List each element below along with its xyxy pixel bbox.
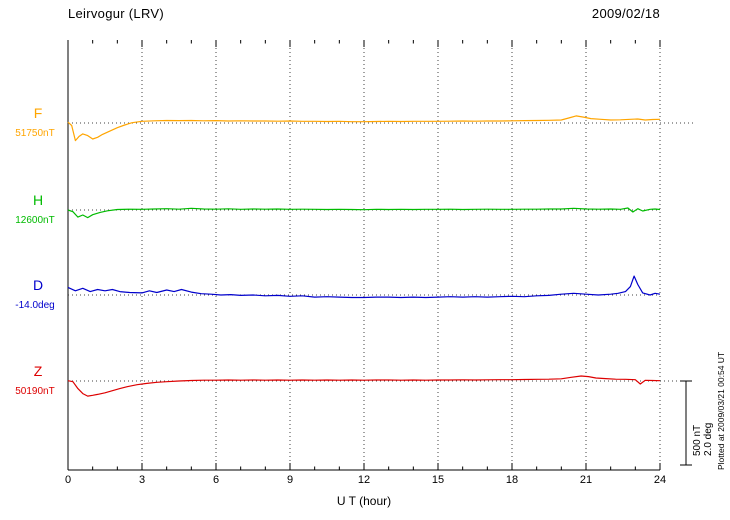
trace-F	[67, 115, 661, 142]
series-letter-H: H	[32, 192, 44, 208]
trace-H	[67, 207, 661, 219]
station-title: Leirvogur (LRV)	[68, 6, 165, 21]
x-tick-label-3: 3	[138, 474, 146, 486]
trace-D	[67, 275, 661, 299]
x-tick-label-6: 6	[212, 474, 220, 486]
x-axis-label: U T (hour)	[336, 494, 392, 508]
series-letter-F: F	[33, 105, 43, 121]
x-tick-label-15: 15	[431, 474, 445, 486]
plotted-at-note: Plotted at 2009/03/21 00:54 UT	[716, 351, 726, 470]
plot-date: 2009/02/18	[591, 6, 660, 21]
x-tick-label-21: 21	[579, 474, 593, 486]
trace-Z	[67, 375, 661, 397]
scale-deg-label: 2.0 deg	[703, 422, 714, 456]
series-letter-Z: Z	[33, 363, 43, 379]
x-tick-label-18: 18	[505, 474, 519, 486]
series-letter-D: D	[32, 277, 44, 293]
x-tick-label-0: 0	[64, 474, 72, 486]
x-tick-label-12: 12	[357, 474, 371, 486]
series-baseline-value-D: -14.0deg	[15, 300, 55, 311]
series-baseline-value-H: 12600nT	[15, 215, 55, 226]
x-tick-label-9: 9	[286, 474, 294, 486]
series-baseline-value-F: 51750nT	[15, 128, 55, 139]
series-baseline-value-Z: 50190nT	[15, 386, 55, 397]
scale-bar-labels: 500 nT 2.0 deg	[692, 423, 714, 456]
x-tick-label-24: 24	[653, 474, 667, 486]
scale-nt-label: 500 nT	[692, 424, 703, 456]
